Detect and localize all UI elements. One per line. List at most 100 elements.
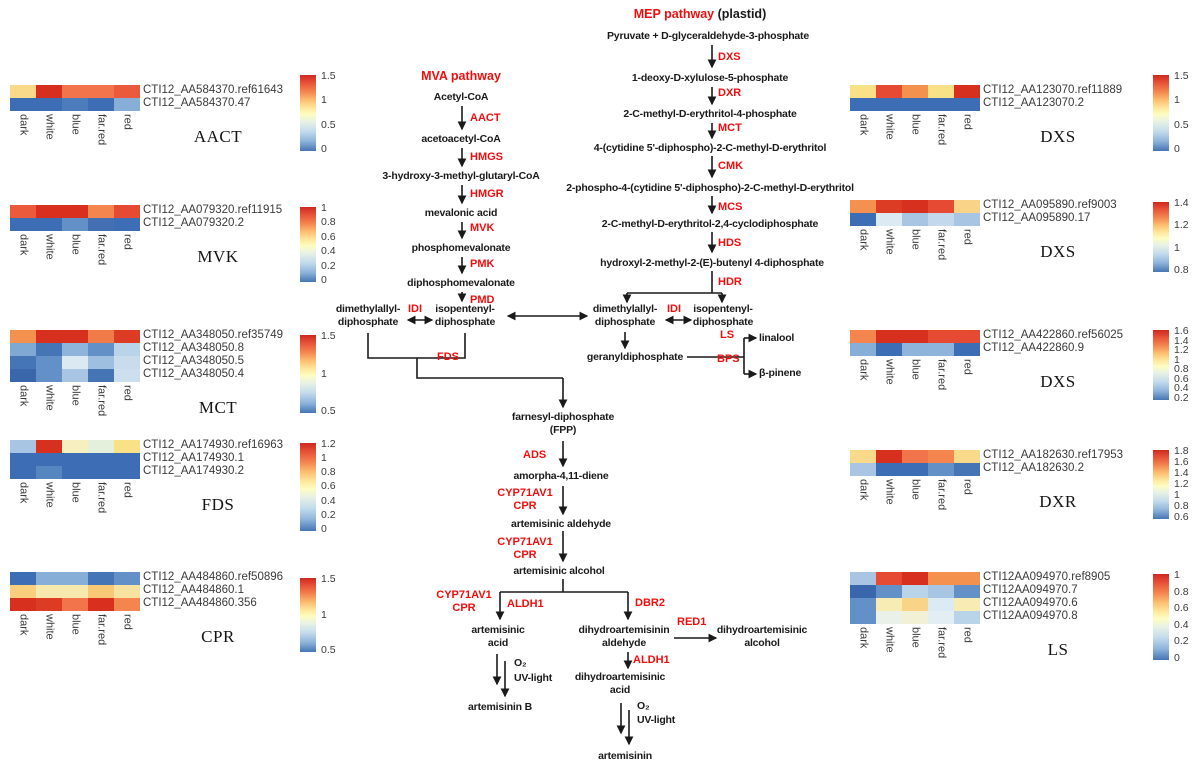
heatmap-row-labels: CTI12_AA079320.ref11915 CTI12_AA079320.2 [143, 204, 282, 230]
heatmap-column-label: far.red [935, 479, 948, 511]
heatmap-cell [850, 330, 876, 343]
heatmap-grid [10, 330, 140, 382]
heatmap-column-label: dark [857, 229, 870, 251]
heatmap-cell [928, 343, 954, 356]
heatmap-cell [954, 213, 980, 226]
metabolite-cdp-me: 4-(cytidine 5'-diphospho)-2-C-methyl-D-e… [593, 142, 827, 154]
heatmap-cell [114, 343, 140, 356]
colorbar: 1.4 1.2 1 0.8 [1153, 198, 1194, 275]
heatmap-cell [10, 440, 36, 453]
heatmap-column-label: white [883, 479, 896, 505]
heatmap-cell [928, 330, 954, 343]
heatmap-row-labels: CTI12_AA123070.ref11889 CTI12_AA123070.2 [983, 84, 1122, 110]
enzyme-hds: HDS [718, 237, 742, 249]
heatmap-column-label: white [43, 114, 56, 140]
heatmap-cell [62, 598, 88, 611]
heatmap-title: AACT [193, 127, 243, 146]
heatmap-cell [62, 343, 88, 356]
label-uv-light-left: UV-light [514, 672, 553, 684]
heatmap-cell [114, 369, 140, 382]
metabolite-artemisinin-b: artemisinin B [468, 701, 532, 713]
heatmap-row-label: CTI12_AA348050.5 [143, 355, 245, 367]
heatmap-column-labels: dark white blue far.red red [10, 114, 140, 162]
heatmap-row-label: CTI12_AA348050.ref35749 [143, 329, 284, 341]
heatmap-cell [88, 98, 114, 111]
colorbar-tick-label: 0.6 [321, 230, 336, 243]
heatmap-cell [876, 330, 902, 343]
heatmap-cell [62, 85, 88, 98]
colorbar-ticks: 1.6 1.4 1.2 1 0.8 0.6 0.4 0.2 [1174, 325, 1189, 403]
colorbar: 1.2 1 0.8 0.6 0.4 0.2 0 [300, 439, 352, 534]
heatmap-column-label: white [883, 627, 896, 653]
heatmap-cell [928, 450, 954, 463]
heatmap-row-label: CTI12_AA095890.ref9003 [983, 199, 1117, 211]
heatmap-row-labels: CTI12_AA584370.ref61643 CTI12_AA584370.47 [143, 84, 283, 110]
heatmap-cell [928, 598, 954, 611]
heatmap-column-label: dark [857, 627, 870, 649]
colorbar-tick-label: 0.8 [321, 216, 336, 229]
heatmap-row-label: CTI12_AA079320.2 [143, 217, 245, 229]
heatmap-column-label: dark [857, 114, 870, 136]
heatmap-cell [10, 218, 36, 231]
heatmap-cell [88, 369, 114, 382]
heatmap-cell [36, 585, 62, 598]
label-o2-right: O₂ [637, 700, 650, 712]
heatmap-cell [954, 200, 980, 213]
metabolite-fpp: farnesyl-diphosphate (FPP) [511, 411, 615, 436]
heatmap-grid [850, 200, 980, 226]
heatmap-column-label: far.red [935, 627, 948, 659]
heatmap-row-label: CTI12AA094970.8 [983, 610, 1078, 622]
heatmap-title: DXS [1040, 127, 1076, 146]
enzyme-idi-mva: IDI [408, 303, 423, 315]
heatmap-cell [114, 466, 140, 479]
heatmap-column-label: white [43, 385, 56, 411]
heatmap-cell [62, 453, 88, 466]
colorbar-tick-label: 1.6 [1174, 456, 1189, 468]
heatmap-row-label: CTI12_AA422860.9 [983, 342, 1085, 354]
heatmap-row-labels: CTI12_AA095890.ref9003 CTI12_AA095890.17 [983, 199, 1117, 225]
heatmap-title: MCT [198, 398, 238, 417]
metabolite-ipp-mva: isopentenyl- diphosphate [434, 303, 496, 328]
heatmap-column-labels: dark white blue far.red red [10, 482, 140, 530]
heatmap-column-label: red [121, 482, 134, 498]
colorbar-tick-label: 1 [1174, 489, 1180, 501]
heatmap-cell [954, 85, 980, 98]
colorbar-ticks: 1.5 1 0.5 0 [1174, 71, 1189, 154]
heatmap-cell [62, 585, 88, 598]
heatmap-column-label: blue [909, 114, 922, 135]
heatmap-cell [928, 611, 954, 624]
colorbar-tick-label: 1.6 [1174, 325, 1189, 337]
heatmap-column-label: dark [857, 479, 870, 501]
heatmap-row-label: CTI12_AA079320.ref11915 [143, 204, 283, 216]
colorbar-tick-label: 0 [1174, 651, 1180, 664]
enzyme-idi-mep: IDI [667, 303, 682, 315]
heatmap-grid [10, 572, 140, 611]
heatmap-cell [10, 572, 36, 585]
heatmap-cell [10, 98, 36, 111]
colorbar-gradient [300, 207, 316, 282]
metabolite-linalool: linalool [759, 332, 795, 344]
colorbar-gradient [1153, 202, 1169, 272]
heatmap-row-label: CTI12_AA584370.47 [143, 97, 251, 109]
heatmap-cell [850, 572, 876, 585]
heatmap-cell [88, 205, 114, 218]
enzyme-ls: LS [720, 329, 735, 341]
colorbar-tick-label: 0.2 [321, 508, 336, 521]
colorbar-tick-label: 0.5 [321, 405, 336, 417]
metabolite-artemisinin: artemisinin [598, 750, 652, 762]
colorbar-ticks: 1 0.8 0.6 0.4 0.2 0 [321, 203, 336, 285]
colorbar: 1.5 1 0.5 0 [300, 71, 352, 154]
heatmap-cell [88, 453, 114, 466]
heatmap-cell [902, 585, 928, 598]
heatmap-column-labels: dark white blue far.red red [10, 614, 140, 662]
metabolite-mecdp: 2-C-methyl-D-erythritol-2,4-cyclodiphosp… [601, 218, 819, 230]
heatmap-cell [850, 98, 876, 111]
heatmap-cell [850, 450, 876, 463]
heatmap-cell [62, 369, 88, 382]
colorbar: 1.5 1 0.5 [300, 574, 352, 655]
heatmap-cell [954, 585, 980, 598]
colorbar-tick-label: 0.6 [1174, 602, 1189, 615]
heatmap-cell [876, 343, 902, 356]
heatmap-cell [10, 330, 36, 343]
heatmap-cell [114, 585, 140, 598]
